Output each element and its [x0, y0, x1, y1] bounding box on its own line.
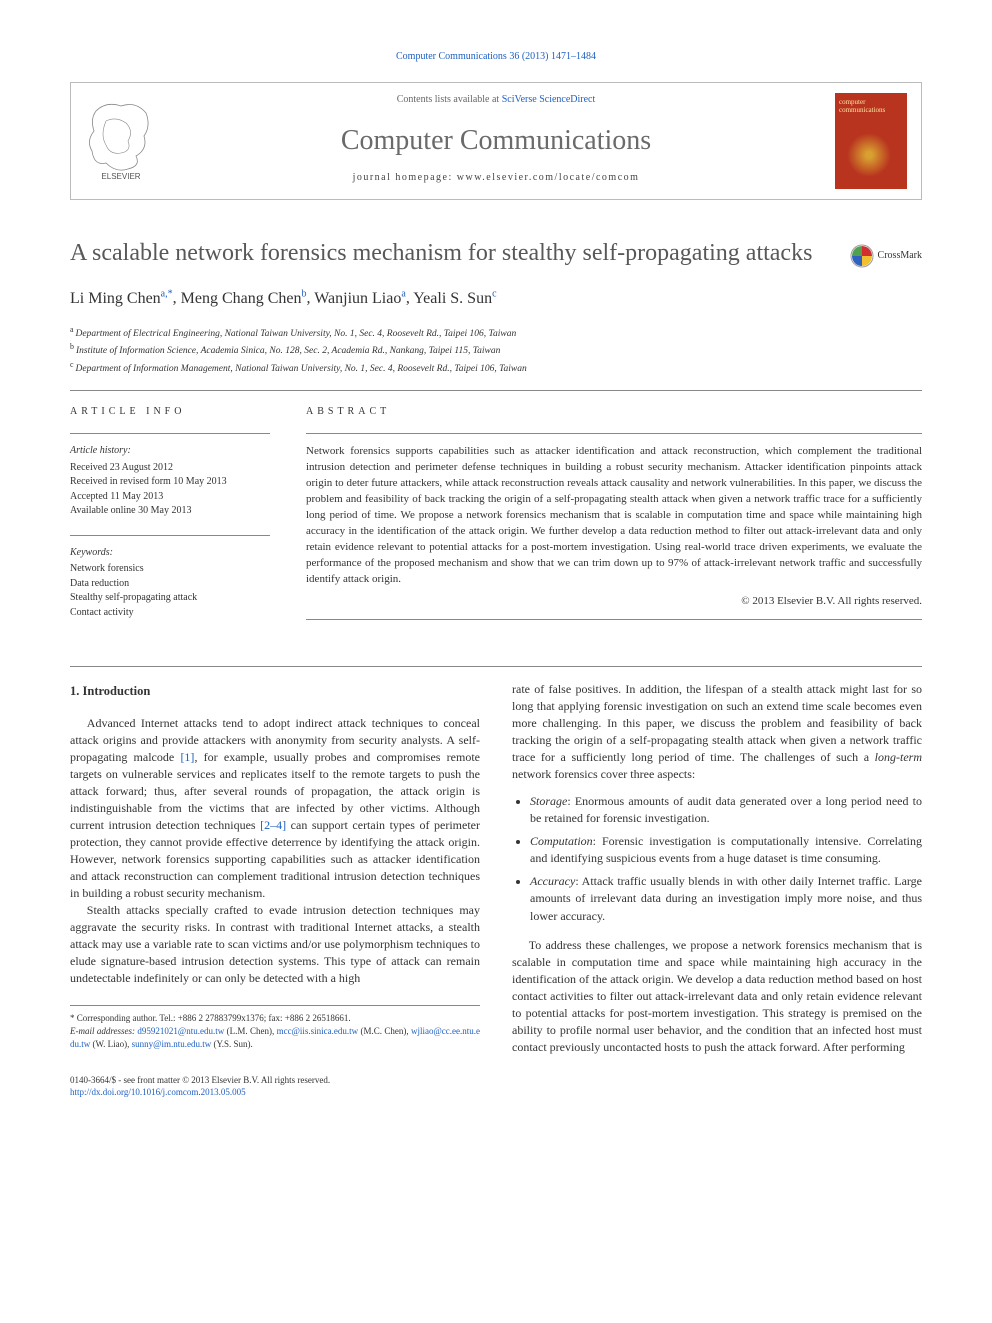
journal-header: ELSEVIER Contents lists available at Sci…: [70, 82, 922, 200]
footnotes: * Corresponding author. Tel.: +886 2 278…: [70, 1005, 480, 1050]
contents-lists-line: Contents lists available at SciVerse Sci…: [171, 93, 821, 107]
ref-link-1[interactable]: [1]: [180, 750, 194, 764]
corresponding-author: * Corresponding author. Tel.: +886 2 278…: [70, 1012, 480, 1025]
intro-heading: 1. Introduction: [70, 683, 480, 701]
issn-line: 0140-3664/$ - see front matter © 2013 El…: [70, 1074, 922, 1087]
affiliations: aDepartment of Electrical Engineering, N…: [70, 324, 922, 376]
bullet-computation: Computation: Forensic investigation is c…: [530, 833, 922, 867]
elsevier-logo-cell: ELSEVIER: [71, 83, 171, 199]
article-history: Article history: Received 23 August 2012…: [70, 444, 270, 519]
email-link-2[interactable]: mcc@iis.sinica.edu.tw: [277, 1026, 359, 1036]
affiliation-b: bInstitute of Information Science, Acade…: [70, 341, 922, 358]
abstract-text: Network forensics supports capabilities …: [306, 444, 922, 587]
affiliation-a: aDepartment of Electrical Engineering, N…: [70, 324, 922, 341]
doi-link[interactable]: http://dx.doi.org/10.1016/j.comcom.2013.…: [70, 1087, 246, 1097]
bullet-accuracy: Accuracy: Attack traffic usually blends …: [530, 873, 922, 924]
author-2: Meng Chang Chenb: [181, 290, 307, 307]
crossmark-badge[interactable]: CrossMark: [850, 244, 922, 268]
abstract-copyright: © 2013 Elsevier B.V. All rights reserved…: [306, 594, 922, 609]
article-title: A scalable network forensics mechanism f…: [70, 238, 830, 269]
author-3: Wanjiun Liaoa: [314, 290, 406, 307]
journal-homepage: journal homepage: www.elsevier.com/locat…: [171, 171, 821, 185]
journal-cover-cell: [821, 83, 921, 199]
journal-name: Computer Communications: [171, 121, 821, 160]
rule-mid: [70, 666, 922, 667]
elsevier-logo-icon: ELSEVIER: [86, 101, 156, 181]
rule-top: [70, 390, 922, 391]
author-1: Li Ming Chena,*: [70, 290, 173, 307]
authors-line: Li Ming Chena,*, Meng Chang Chenb, Wanji…: [70, 287, 922, 310]
ref-link-2-4[interactable]: [2–4]: [260, 818, 286, 832]
challenge-list: Storage: Enormous amounts of audit data …: [530, 793, 922, 924]
affiliation-c: cDepartment of Information Management, N…: [70, 359, 922, 376]
article-info-heading: ARTICLE INFO: [70, 405, 270, 419]
crossmark-label: CrossMark: [878, 249, 922, 263]
body-right-col: rate of false positives. In addition, th…: [512, 681, 922, 1056]
right-para-top: rate of false positives. In addition, th…: [512, 681, 922, 783]
crossmark-icon: [850, 244, 874, 268]
author-4: Yeali S. Sunc: [413, 290, 496, 307]
intro-para-1: Advanced Internet attacks tend to adopt …: [70, 715, 480, 902]
email-link-1[interactable]: d95921021@ntu.edu.tw: [137, 1026, 224, 1036]
abstract-heading: ABSTRACT: [306, 405, 922, 419]
elsevier-text: ELSEVIER: [101, 172, 140, 181]
right-para-bottom: To address these challenges, we propose …: [512, 937, 922, 1056]
abstract-col: ABSTRACT Network forensics supports capa…: [306, 405, 922, 636]
bottom-meta: 0140-3664/$ - see front matter © 2013 El…: [70, 1074, 922, 1099]
body-left-col: 1. Introduction Advanced Internet attack…: [70, 681, 480, 1056]
email-link-4[interactable]: sunny@im.ntu.edu.tw: [132, 1039, 212, 1049]
top-citation: Computer Communications 36 (2013) 1471–1…: [70, 50, 922, 64]
email-addresses: E-mail addresses: d95921021@ntu.edu.tw (…: [70, 1025, 480, 1050]
journal-cover-icon: [835, 93, 907, 189]
keywords-block: Keywords: Network forensics Data reducti…: [70, 546, 270, 621]
bullet-storage: Storage: Enormous amounts of audit data …: [530, 793, 922, 827]
sciencedirect-link[interactable]: SciVerse ScienceDirect: [502, 94, 596, 105]
intro-para-2: Stealth attacks specially crafted to eva…: [70, 902, 480, 987]
article-info-col: ARTICLE INFO Article history: Received 2…: [70, 405, 270, 636]
